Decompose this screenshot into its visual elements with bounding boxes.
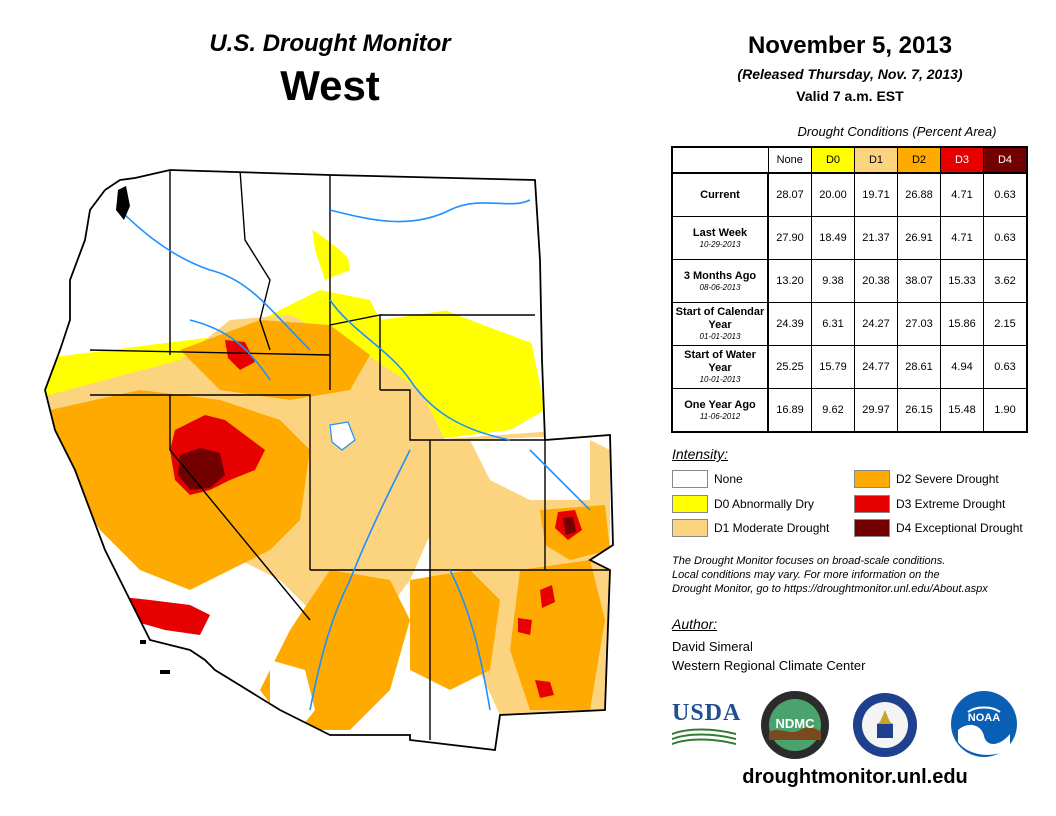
table-cell: 28.07 <box>767 172 812 217</box>
table-cell: 26.15 <box>897 388 941 433</box>
row-label: 3 Months Ago 08-06-2013 <box>671 259 769 303</box>
table-cell: 19.71 <box>854 172 898 217</box>
table-cell: 4.94 <box>940 345 984 389</box>
conditions-caption: Drought Conditions (Percent Area) <box>797 124 997 139</box>
table-row: One Year Ago 11-06-2012 16.89 9.62 29.97 … <box>671 388 1028 433</box>
table-row: Start of Calendar Year 01-01-2013 24.39 6… <box>671 302 1028 346</box>
note-line: The Drought Monitor focuses on broad-sca… <box>672 555 946 567</box>
monitor-note: The Drought Monitor focuses on broad-sca… <box>672 554 1052 596</box>
usda-logo: USDA <box>672 700 740 748</box>
col-d4: D4 <box>983 146 1028 174</box>
map-title: U.S. Drought Monitor <box>209 30 451 57</box>
note-line: Local conditions may vary. For more info… <box>672 569 940 581</box>
table-cell: 6.31 <box>811 302 855 346</box>
table-cell: 16.89 <box>767 388 812 433</box>
legend-swatch <box>854 519 890 537</box>
drought-map <box>44 169 614 751</box>
col-d2: D2 <box>897 146 941 174</box>
table-cell: 18.49 <box>811 216 855 260</box>
table-cell: 9.38 <box>811 259 855 303</box>
author-name: David Simeral <box>672 639 753 654</box>
table-cell: 26.91 <box>897 216 941 260</box>
legend-none: None <box>672 470 743 488</box>
legend-swatch <box>672 470 708 488</box>
col-d0: D0 <box>811 146 855 174</box>
table-cell: 38.07 <box>897 259 941 303</box>
legend-d3: D3 Extreme Drought <box>854 495 1005 513</box>
intensity-heading: Intensity: <box>672 446 729 462</box>
table-row: 3 Months Ago 08-06-2013 13.20 9.38 20.38 … <box>671 259 1028 303</box>
table-cell: 15.79 <box>811 345 855 389</box>
col-d1: D1 <box>854 146 898 174</box>
table-cell: 24.77 <box>854 345 898 389</box>
ndmc-logo: NDMC <box>760 690 830 760</box>
table-row: Current 28.07 20.00 19.71 26.88 4.71 0.6… <box>671 172 1028 217</box>
usda-hills-icon <box>672 728 736 745</box>
note-link[interactable]: Drought Monitor, go to https://droughtmo… <box>672 583 988 595</box>
table-cell: 29.97 <box>854 388 898 433</box>
table-cell: 24.39 <box>767 302 812 346</box>
row-label: One Year Ago 11-06-2012 <box>671 388 769 433</box>
table-cell: 15.86 <box>940 302 984 346</box>
table-row: Start of Water Year 10-01-2013 25.25 15.7… <box>671 345 1028 389</box>
table-cell: 13.20 <box>767 259 812 303</box>
legend-label: D3 Extreme Drought <box>896 497 1006 511</box>
row-label: Start of Calendar Year 01-01-2013 <box>671 302 769 346</box>
legend-d0: D0 Abnormally Dry <box>672 495 814 513</box>
table-cell: 24.27 <box>854 302 898 346</box>
legend-d2: D2 Severe Drought <box>854 470 999 488</box>
table-cell: 26.88 <box>897 172 941 217</box>
col-none: None <box>767 146 812 174</box>
noaa-logo: NOAA <box>950 690 1018 758</box>
legend-label: D0 Abnormally Dry <box>714 497 815 511</box>
author-org: Western Regional Climate Center <box>672 658 866 673</box>
legend-label: None <box>714 472 743 486</box>
author-heading: Author: <box>672 616 718 632</box>
row-label: Start of Water Year 10-01-2013 <box>671 345 769 389</box>
table-cell: 4.71 <box>940 172 984 217</box>
table-row: Last Week 10-29-2013 27.90 18.49 21.37 26… <box>671 216 1028 260</box>
table-cell: 2.15 <box>983 302 1028 346</box>
legend-d4: D4 Exceptional Drought <box>854 519 1023 537</box>
legend-label: D4 Exceptional Drought <box>896 521 1023 535</box>
legend-swatch <box>854 470 890 488</box>
legend-swatch <box>854 495 890 513</box>
table-cell: 0.63 <box>983 345 1028 389</box>
legend-d1: D1 Moderate Drought <box>672 519 829 537</box>
table-cell: 28.61 <box>897 345 941 389</box>
row-label: Current <box>671 172 769 217</box>
table-header-row: None D0 D1 D2 D3 D4 <box>672 146 1028 174</box>
table-cell: 15.33 <box>940 259 984 303</box>
table-cell: 1.90 <box>983 388 1028 433</box>
table-cell: 4.71 <box>940 216 984 260</box>
author-block: David Simeral Western Regional Climate C… <box>672 637 865 675</box>
legend-label: D1 Moderate Drought <box>714 521 830 535</box>
table-cell: 25.25 <box>767 345 812 389</box>
legend-swatch <box>672 519 708 537</box>
table-cell: 9.62 <box>811 388 855 433</box>
release-date: (Released Thursday, Nov. 7, 2013) <box>737 66 963 82</box>
table-cell: 3.62 <box>983 259 1028 303</box>
table-cell: 20.38 <box>854 259 898 303</box>
table-cell: 0.63 <box>983 172 1028 217</box>
table-cell: 27.03 <box>897 302 941 346</box>
table-corner <box>672 147 768 174</box>
commerce-seal-icon <box>852 692 918 758</box>
table-cell: 0.63 <box>983 216 1028 260</box>
col-d3: D3 <box>940 146 984 174</box>
table-cell: 15.48 <box>940 388 984 433</box>
footer-url[interactable]: droughtmonitor.unl.edu <box>742 766 968 788</box>
drought-conditions-table: None D0 D1 D2 D3 D4 Current 28.07 20.00 … <box>671 146 1028 433</box>
valid-time: Valid 7 a.m. EST <box>796 88 904 104</box>
legend-label: D2 Severe Drought <box>896 472 999 486</box>
table-cell: 21.37 <box>854 216 898 260</box>
legend-swatch <box>672 495 708 513</box>
row-label: Last Week 10-29-2013 <box>671 216 769 260</box>
map-date: November 5, 2013 <box>747 32 953 59</box>
region-title: West <box>280 62 380 109</box>
table-cell: 27.90 <box>767 216 812 260</box>
table-cell: 20.00 <box>811 172 855 217</box>
